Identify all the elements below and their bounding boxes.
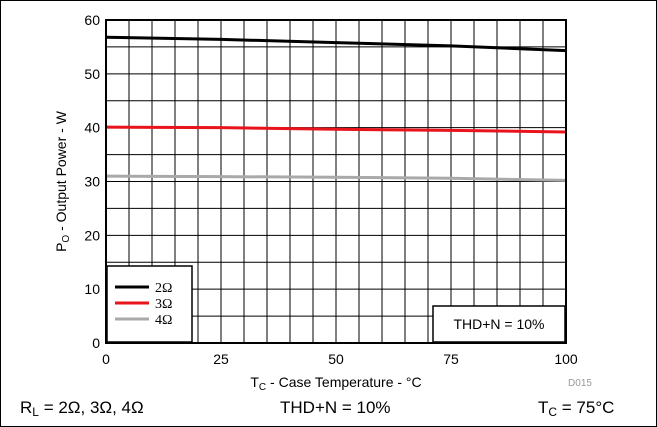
annotation-label: THD+N = 10% [453,316,544,332]
y-tick-label: 50 [84,66,100,82]
series-line [105,35,567,53]
y-tick-label: 40 [84,120,100,136]
legend-label: 2Ω [155,281,172,296]
thd-caption: THD+N = 10% [280,398,391,417]
y-tick-label: 30 [84,174,100,190]
x-tick-label: 25 [213,351,229,367]
x-tick-label: 75 [443,351,459,367]
x-axis-label: TC - Case Temperature - °C [250,374,421,393]
x-tick-label: 50 [328,351,344,367]
x-tick-label: 0 [102,351,110,367]
y-tick-label: 0 [92,335,100,351]
temperature-caption: TC = 75°C [538,398,615,419]
x-tick-label: 100 [554,351,578,367]
output-power-chart: 0 10 20 30 40 50 60 0 25 50 75 100 TC - Case Tempera… [53,12,592,393]
y-axis-label: PO - Output Power - W [53,110,72,252]
series-line [105,174,567,182]
annotation-box [432,305,566,343]
legend-label: 3Ω [155,297,172,312]
plot-border [105,19,567,344]
series-line [105,125,567,134]
legend-label: 4Ω [155,313,172,328]
y-tick-label: 20 [84,227,100,243]
y-tick-label: 60 [84,12,100,28]
figure-id: D015 [568,378,592,389]
y-tick-label: 10 [84,281,100,297]
load-caption: RL = 2Ω, 3Ω, 4Ω [20,398,144,419]
